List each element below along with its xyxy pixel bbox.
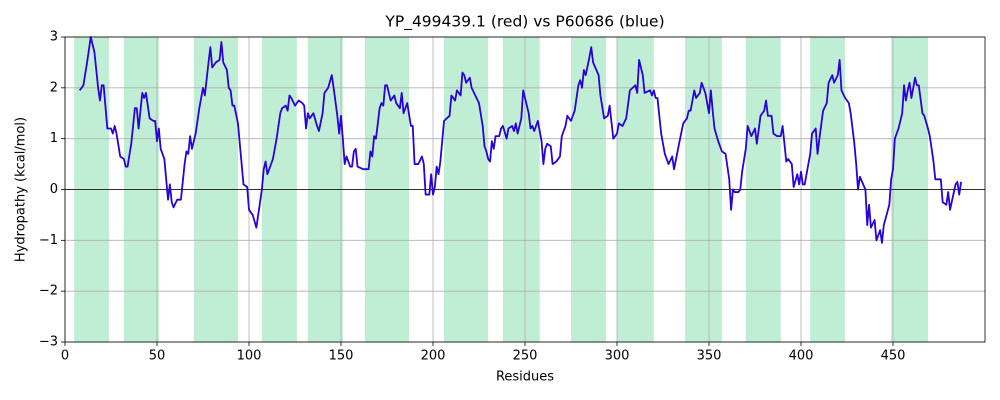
x-tick-label: 200 <box>421 349 446 364</box>
y-tick-label: −2 <box>39 284 58 299</box>
y-tick-label: 1 <box>50 131 58 146</box>
x-axis-label: Residues <box>496 370 554 385</box>
x-tick-label: 0 <box>61 349 69 364</box>
x-tick-label: 400 <box>789 349 814 364</box>
x-tick-label: 350 <box>697 349 722 364</box>
x-tick-label: 150 <box>329 349 354 364</box>
y-tick-label: 0 <box>50 182 58 197</box>
x-tick-label: 100 <box>237 349 262 364</box>
chart-title: YP_499439.1 (red) vs P60686 (blue) <box>384 13 664 32</box>
x-tick-label: 300 <box>605 349 630 364</box>
plot-frame <box>64 36 986 343</box>
x-tick-label: 50 <box>149 349 166 364</box>
x-tick-label: 250 <box>513 349 538 364</box>
y-tick-label: 2 <box>50 80 58 95</box>
y-tick-label: 3 <box>50 30 58 45</box>
x-tick-label: 450 <box>881 349 906 364</box>
data-line <box>78 36 962 244</box>
y-tick-label: −3 <box>39 335 58 350</box>
y-axis-label: Hydropathy (kcal/mol) <box>14 117 29 262</box>
y-tick-label: −1 <box>39 233 58 248</box>
